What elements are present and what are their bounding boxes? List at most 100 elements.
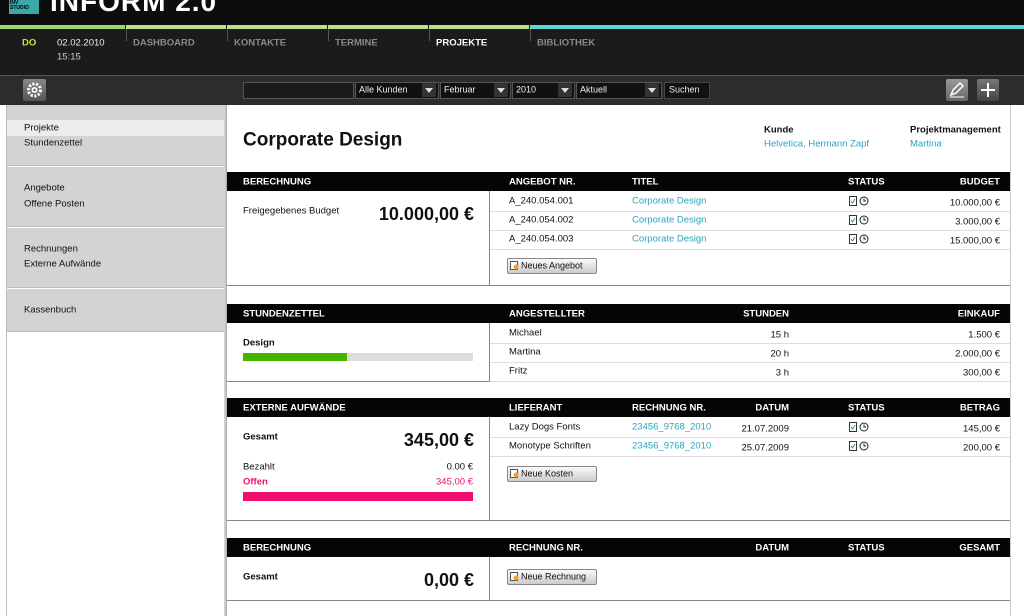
row-cell: 1.500 €	[968, 329, 1000, 341]
row-link[interactable]: Corporate Design	[632, 214, 707, 226]
nav-item[interactable]: DASHBOARD	[133, 37, 195, 49]
button-label[interactable]: Neues Angebot	[521, 260, 583, 271]
filter-select[interactable]	[355, 82, 439, 99]
row-cell: 15.000,00 €	[949, 235, 1000, 247]
search-label[interactable]: Suchen	[669, 84, 700, 95]
status-icon	[849, 441, 869, 451]
logo: INFORM 2.0	[50, 0, 218, 17]
button-label[interactable]: Neue Kosten	[521, 468, 574, 479]
panel-label: Gesamt	[243, 431, 278, 443]
filter-select[interactable]	[440, 82, 511, 99]
sidebar-border	[6, 105, 7, 616]
nav-divider	[429, 29, 430, 41]
row-cell: Monotype Schriften	[509, 440, 591, 452]
panel-label: Design	[243, 337, 275, 349]
sidebar-item[interactable]: Kassenbuch	[24, 304, 77, 316]
button-label[interactable]: Neue Rechnung	[521, 571, 587, 582]
settings-button[interactable]	[23, 79, 46, 101]
row-line	[490, 362, 1010, 363]
client-value[interactable]: Helvetica, Hermann Zapf	[764, 138, 870, 150]
action-button[interactable]	[507, 258, 597, 274]
status-icons	[849, 234, 873, 244]
row-line	[490, 381, 1010, 382]
open-label: Offen	[243, 476, 268, 488]
filter-label[interactable]: Februar	[444, 84, 476, 95]
right-border	[1010, 105, 1011, 616]
nav-stripe	[530, 25, 1024, 29]
row-link[interactable]: Corporate Design	[632, 195, 707, 207]
plus-icon	[981, 83, 995, 97]
sidebar-item[interactable]: Rechnungen	[24, 243, 78, 255]
badge	[9, 0, 39, 14]
row-cell: Fritz	[509, 365, 528, 377]
nav-item[interactable]: BIBLIOTHEK	[537, 37, 596, 49]
gear-icon	[27, 82, 42, 98]
row-cell: Martina	[509, 346, 541, 358]
time: 15:15	[57, 51, 81, 63]
nav-item[interactable]: TERMINE	[335, 37, 378, 49]
row-line	[490, 343, 1010, 344]
open-value: 345,00 €	[436, 476, 473, 488]
sidebar-group	[7, 167, 224, 227]
section-header	[227, 172, 1010, 191]
nav-divider	[126, 29, 127, 41]
section-heading: BERECHNUNG	[243, 176, 312, 188]
section-divider	[489, 191, 490, 285]
sidebar-item[interactable]: Stundenzettel	[24, 137, 83, 149]
status-icons	[849, 215, 873, 225]
sidebar-item[interactable]: Projekte	[24, 122, 59, 134]
section-bottom	[227, 285, 1010, 286]
section-bottom	[227, 600, 1010, 601]
row-line	[490, 437, 1010, 438]
row-link[interactable]: 23456_9768_2010	[632, 440, 712, 452]
column-heading: STUNDEN	[743, 308, 789, 320]
sidebar-item[interactable]: Angebote	[24, 182, 65, 194]
row-cell: A_240.054.001	[509, 195, 574, 207]
row-cell: 200,00 €	[963, 442, 1000, 454]
date: 02.02.2010	[57, 37, 105, 49]
column-heading: STATUS	[848, 402, 885, 414]
pm-value[interactable]: Martina	[910, 138, 942, 150]
row-link[interactable]: 23456_9768_2010	[632, 421, 712, 433]
row-link[interactable]: Corporate Design	[632, 233, 707, 245]
column-heading: GESAMT	[959, 542, 1000, 554]
section-header	[227, 538, 1010, 557]
filter-label[interactable]: 2010	[516, 84, 537, 95]
select-arrow	[494, 83, 508, 97]
row-line	[490, 249, 1010, 250]
status-icon	[849, 234, 869, 244]
sidebar-item[interactable]: Offene Posten	[24, 198, 85, 210]
row-cell: Michael	[509, 327, 542, 339]
filter-label[interactable]: Aktuell	[580, 84, 608, 95]
row-cell: 2.000,00 €	[955, 348, 1000, 360]
progress-bar	[243, 353, 347, 361]
arrow-icon	[497, 88, 505, 93]
panel-amount: 0,00 €	[423, 570, 474, 590]
add-button[interactable]	[977, 79, 999, 101]
nav-item[interactable]: PROJEKTE	[436, 37, 488, 49]
sidebar-item[interactable]: Externe Aufwände	[24, 258, 102, 270]
row-line	[490, 211, 1010, 212]
status-icon	[849, 215, 869, 225]
row-line	[490, 230, 1010, 231]
action-button[interactable]	[507, 569, 597, 585]
search-button[interactable]	[664, 82, 710, 99]
action-button[interactable]	[507, 466, 597, 482]
panel-amount: 10.000,00 €	[378, 204, 474, 224]
row-cell: A_240.054.002	[509, 214, 574, 226]
arrow-icon	[648, 88, 656, 93]
filter-select[interactable]	[576, 82, 662, 99]
nav-item[interactable]: KONTAKTE	[234, 37, 287, 49]
column-heading: STATUS	[848, 176, 885, 188]
row-cell: 300,00 €	[963, 367, 1000, 379]
column-heading: RECHNUNG NR.	[509, 542, 583, 554]
section-heading: EXTERNE AUFWÄNDE	[243, 402, 346, 414]
progress-track	[243, 353, 473, 361]
edit-button[interactable]	[946, 79, 968, 101]
doc-icon	[510, 572, 519, 581]
search-input[interactable]	[243, 82, 354, 99]
select-arrow	[645, 83, 659, 97]
row-cell: 145,00 €	[963, 423, 1000, 435]
filter-label[interactable]: Alle Kunden	[359, 84, 408, 95]
